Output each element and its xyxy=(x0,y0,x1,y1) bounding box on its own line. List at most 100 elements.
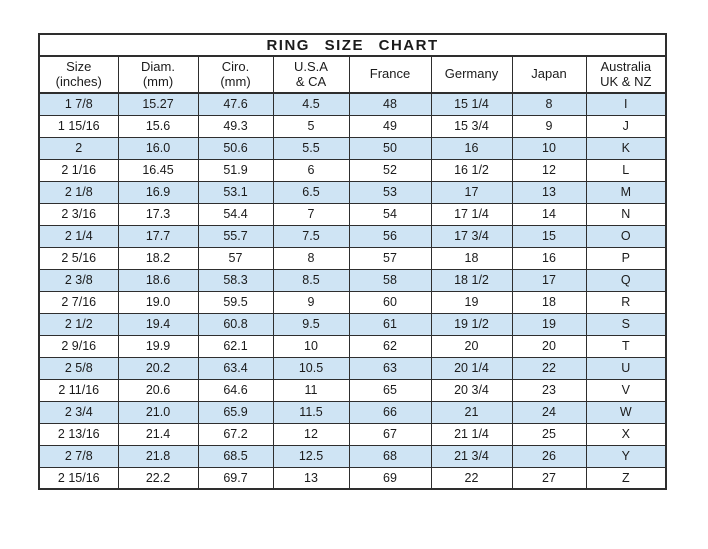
cell: 18.2 xyxy=(117,246,199,270)
cell: 19.0 xyxy=(117,290,199,314)
table-row: 2 1/16 16.45 51.9 6 52 16 1/2 12 L xyxy=(38,158,667,182)
cell: 15 xyxy=(511,224,587,248)
cell: 19 xyxy=(511,312,587,336)
cell: 19 1/2 xyxy=(430,312,513,336)
cell: 58 xyxy=(348,268,432,292)
cell: Y xyxy=(585,444,667,468)
cell: 15 1/4 xyxy=(430,92,513,116)
cell: 15.6 xyxy=(117,114,199,138)
cell: J xyxy=(585,114,667,138)
cell: 21 xyxy=(430,400,513,424)
cell: 12 xyxy=(511,158,587,182)
cell: 16.0 xyxy=(117,136,199,160)
cell: 21.4 xyxy=(117,422,199,446)
cell: 10.5 xyxy=(272,356,350,380)
cell: 6 xyxy=(272,158,350,182)
cell: K xyxy=(585,136,667,160)
cell: 54.4 xyxy=(197,202,274,226)
cell: 13 xyxy=(511,180,587,204)
cell: 63.4 xyxy=(197,356,274,380)
cell: 69.7 xyxy=(197,466,274,490)
cell: 8.5 xyxy=(272,268,350,292)
cell: 18.6 xyxy=(117,268,199,292)
cell: 6.5 xyxy=(272,180,350,204)
table-row: 2 1/2 19.4 60.8 9.5 61 19 1/2 19 S xyxy=(38,312,667,336)
cell: 1 7/8 xyxy=(38,92,119,116)
cell: P xyxy=(585,246,667,270)
column-header: France xyxy=(348,55,432,94)
cell: 2 1/2 xyxy=(38,312,119,336)
cell: 69 xyxy=(348,466,432,490)
cell: 59.5 xyxy=(197,290,274,314)
cell: 11.5 xyxy=(272,400,350,424)
cell: 19.4 xyxy=(117,312,199,336)
cell: 1 15/16 xyxy=(38,114,119,138)
cell: 17 xyxy=(430,180,513,204)
column-header: Australia UK & NZ xyxy=(585,55,667,94)
column-header: Japan xyxy=(511,55,587,94)
cell: O xyxy=(585,224,667,248)
cell: 58.3 xyxy=(197,268,274,292)
cell: 68.5 xyxy=(197,444,274,468)
table-row: 1 15/16 15.6 49.3 5 49 15 3/4 9 J xyxy=(38,114,667,138)
cell: 10 xyxy=(272,334,350,358)
cell: 62 xyxy=(348,334,432,358)
cell: U xyxy=(585,356,667,380)
cell: 12.5 xyxy=(272,444,350,468)
cell: 2 13/16 xyxy=(38,422,119,446)
cell: 2 7/8 xyxy=(38,444,119,468)
cell: 12 xyxy=(272,422,350,446)
cell: 2 xyxy=(38,136,119,160)
table-row: 2 5/8 20.2 63.4 10.5 63 20 1/4 22 U xyxy=(38,356,667,380)
cell: 49.3 xyxy=(197,114,274,138)
cell: 17.7 xyxy=(117,224,199,248)
cell: 2 15/16 xyxy=(38,466,119,490)
column-header: Ciro. (mm) xyxy=(197,55,274,94)
table-row: 2 1/8 16.9 53.1 6.5 53 17 13 M xyxy=(38,180,667,204)
cell: 25 xyxy=(511,422,587,446)
table-row: 2 1/4 17.7 55.7 7.5 56 17 3/4 15 O xyxy=(38,224,667,248)
cell: 16 xyxy=(430,136,513,160)
cell: 20 3/4 xyxy=(430,378,513,402)
cell: 20.2 xyxy=(117,356,199,380)
cell: N xyxy=(585,202,667,226)
cell: 17 3/4 xyxy=(430,224,513,248)
cell: 11 xyxy=(272,378,350,402)
table-row: 2 9/16 19.9 62.1 10 62 20 20 T xyxy=(38,334,667,358)
cell: 67.2 xyxy=(197,422,274,446)
cell: 14 xyxy=(511,202,587,226)
cell: X xyxy=(585,422,667,446)
cell: 15 3/4 xyxy=(430,114,513,138)
cell: R xyxy=(585,290,667,314)
cell: 48 xyxy=(348,92,432,116)
cell: 23 xyxy=(511,378,587,402)
cell: 67 xyxy=(348,422,432,446)
cell: 5.5 xyxy=(272,136,350,160)
cell: 2 5/16 xyxy=(38,246,119,270)
column-header: U.S.A & CA xyxy=(272,55,350,94)
table-row: 2 3/16 17.3 54.4 7 54 17 1/4 14 N xyxy=(38,202,667,226)
cell: 47.6 xyxy=(197,92,274,116)
cell: 27 xyxy=(511,466,587,490)
cell: 60 xyxy=(348,290,432,314)
cell: 21.8 xyxy=(117,444,199,468)
cell: 53 xyxy=(348,180,432,204)
cell: 2 3/4 xyxy=(38,400,119,424)
table-row: 2 7/16 19.0 59.5 9 60 19 18 R xyxy=(38,290,667,314)
cell: 2 1/4 xyxy=(38,224,119,248)
cell: 16 xyxy=(511,246,587,270)
cell: 19 xyxy=(430,290,513,314)
cell: 68 xyxy=(348,444,432,468)
table-row: 2 13/16 21.4 67.2 12 67 21 1/4 25 X xyxy=(38,422,667,446)
cell: 17 xyxy=(511,268,587,292)
column-header: Diam. (mm) xyxy=(117,55,199,94)
cell: 18 1/2 xyxy=(430,268,513,292)
cell: I xyxy=(585,92,667,116)
cell: 66 xyxy=(348,400,432,424)
table-row: 1 7/8 15.27 47.6 4.5 48 15 1/4 8 I xyxy=(38,92,667,116)
cell: S xyxy=(585,312,667,336)
cell: 22 xyxy=(430,466,513,490)
cell: 7.5 xyxy=(272,224,350,248)
cell: 2 3/16 xyxy=(38,202,119,226)
